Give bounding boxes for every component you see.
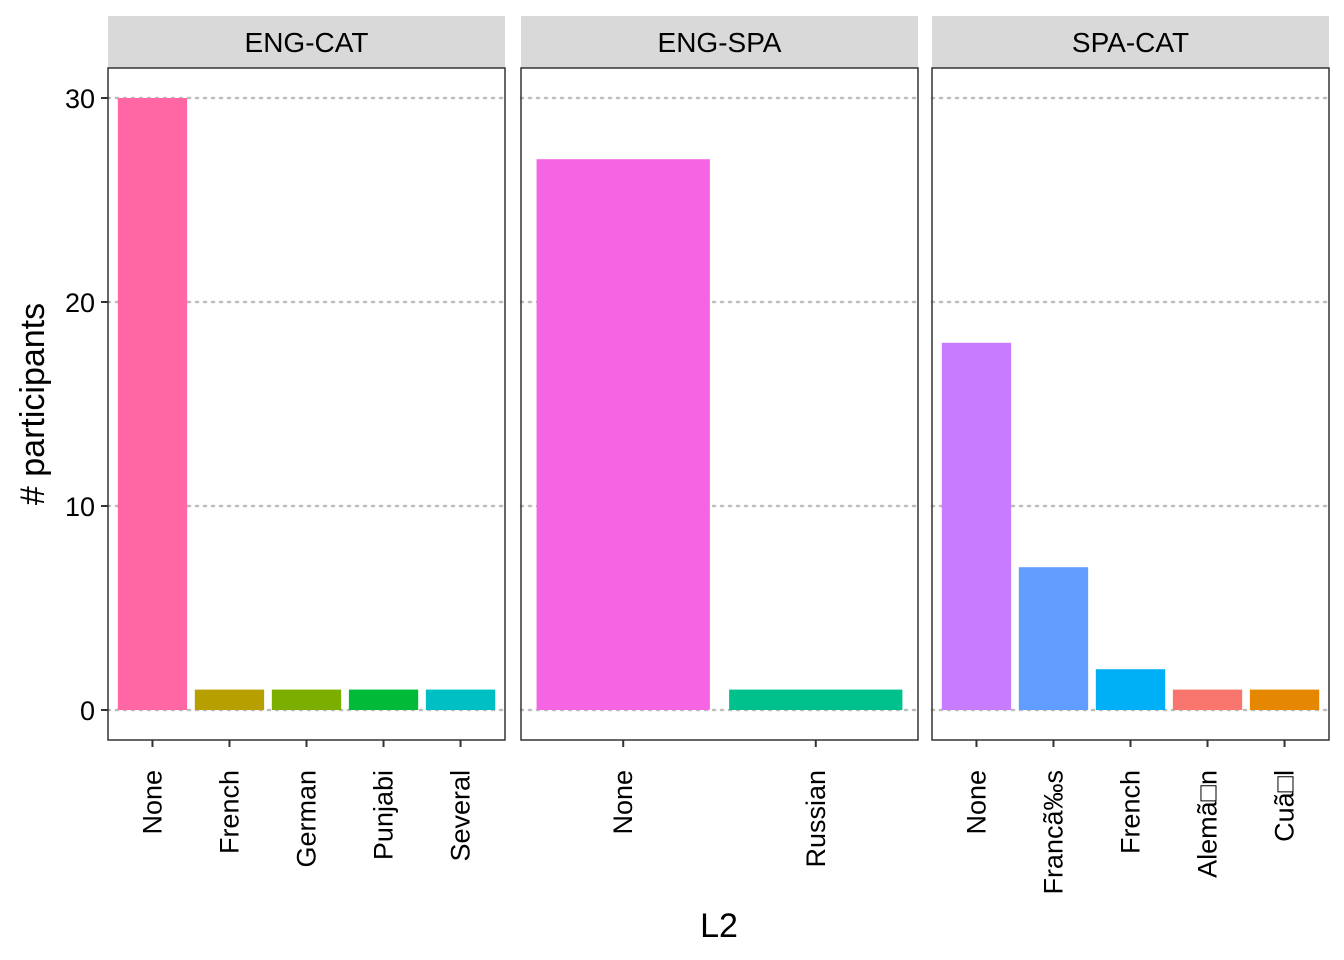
y-tick-label: 30 [65,84,95,114]
panel-eng-cat: ENG-CAT None French German Punjabi Several [106,16,507,868]
x-tick-label: Russian [801,770,831,868]
bar [1095,669,1166,710]
y-tick-label: 20 [65,288,95,318]
bar [729,689,903,710]
x-tick-label: French [214,770,244,854]
y-axis-title: # participants [14,303,52,505]
bar [536,159,710,710]
x-tick-label: Alemã□n [1193,770,1223,878]
x-tick-label: German [292,770,322,868]
panel-border [520,67,919,741]
y-tick-label: 10 [65,492,95,522]
x-tick-label: Several [446,770,476,862]
bar [425,689,496,710]
panel-border [931,67,1330,741]
panel-border [107,67,506,741]
bar [117,98,188,710]
x-axis-title: L2 [700,907,738,945]
facet-strip [932,16,1329,68]
panel-spa-cat: SPA-CAT None Francã‰s French Alemã□n Cuã□l [930,16,1331,895]
x-tick-label: Punjabi [369,770,399,860]
x-tick-label: French [1116,770,1146,854]
y-axis: 0 10 20 30 [65,84,108,726]
panel-eng-spa: ENG-SPA None Russian [519,16,920,868]
facet-strip-label: SPA-CAT [1072,27,1189,58]
facet-strip [521,16,918,68]
facet-strip-label: ENG-SPA [658,27,782,58]
facet-strip [108,16,505,68]
bar [271,689,342,710]
bar [1249,689,1320,710]
y-tick-label: 0 [80,696,95,726]
x-tick-label: None [608,770,638,835]
bar [348,689,419,710]
facet-strip-label: ENG-CAT [245,27,369,58]
x-tick-label: None [961,770,991,835]
x-tick-label: Cuã□l [1270,770,1300,842]
bar [1018,567,1089,710]
bar [1172,689,1243,710]
bar [194,689,265,710]
bar [941,342,1012,710]
x-tick-label: Francã‰s [1038,770,1068,895]
x-tick-label: None [137,770,167,835]
